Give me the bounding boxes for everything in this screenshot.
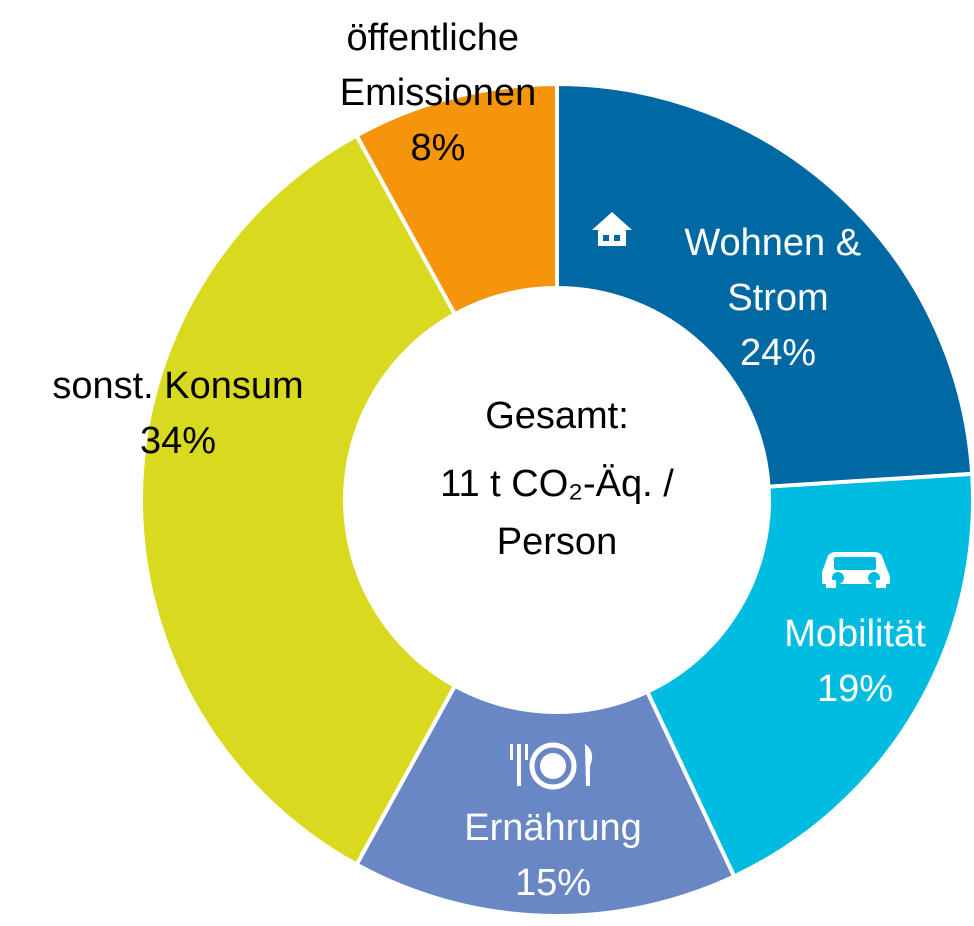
- labels: Wohnen & Strom 24% Mobilität 19% Ernährung 15…: [52, 17, 926, 904]
- category-label: Ernährung: [464, 807, 641, 849]
- center-text: Person: [497, 521, 617, 563]
- car-icon: [822, 552, 890, 588]
- house-icon: [592, 212, 632, 246]
- donut-hole: [345, 288, 769, 712]
- icons: [510, 212, 890, 790]
- value-label: 34%: [140, 420, 216, 462]
- center-text: 11 t CO₂-Äq. /: [440, 463, 674, 505]
- category-label: Wohnen & Strom: [684, 222, 871, 319]
- value-label: 8%: [411, 127, 466, 169]
- category-label: Mobilität: [784, 613, 926, 655]
- slices: [139, 81, 974, 918]
- category-label: sonst. Konsum: [52, 365, 303, 407]
- center-text: Gesamt:: [485, 395, 629, 437]
- plate-icon: [510, 742, 593, 790]
- value-label: 19%: [817, 668, 893, 710]
- value-label: 15%: [515, 862, 591, 904]
- category-label: öffentliche Emissionen: [340, 17, 536, 114]
- value-label: 24%: [740, 332, 816, 374]
